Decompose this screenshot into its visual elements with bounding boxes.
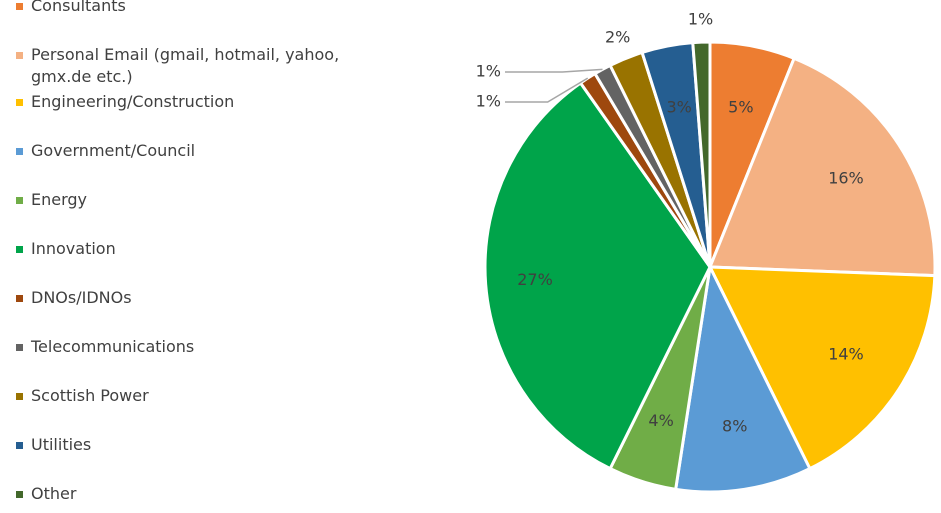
slice-data-label: 1% xyxy=(688,10,713,29)
slice-data-label: 14% xyxy=(828,345,864,364)
legend-item: Personal Email (gmail, hotmail, yahoo, g… xyxy=(16,44,376,88)
slice-data-label: 27% xyxy=(517,270,553,289)
legend-label: Energy xyxy=(31,190,88,209)
slice-data-label: 2% xyxy=(605,27,630,46)
legend-label: Scottish Power xyxy=(31,386,149,405)
legend-label: Other xyxy=(31,484,77,503)
legend-item: Scottish Power xyxy=(16,385,376,407)
leader-line xyxy=(505,77,589,103)
legend-item: Consultants xyxy=(16,0,376,17)
legend-swatch xyxy=(16,295,23,302)
slice-data-label: 1% xyxy=(476,92,501,111)
legend-item: Utilities xyxy=(16,434,376,456)
legend-item: Engineering/Construction xyxy=(16,91,376,113)
pie-slice xyxy=(707,56,937,278)
legend-swatch xyxy=(16,246,23,253)
leader-line xyxy=(505,68,603,73)
pie-slice xyxy=(691,40,712,268)
legend-label: Innovation xyxy=(31,239,116,258)
slice-data-label: 3% xyxy=(666,97,691,116)
legend-item: Other xyxy=(16,483,376,505)
legend-label: DNOs/IDNOs xyxy=(31,288,132,307)
legend-label: Telecommunications xyxy=(31,337,195,356)
slice-data-label: 5% xyxy=(728,97,753,116)
legend-item: Government/Council xyxy=(16,140,376,162)
chart-legend: Consultants Personal Email (gmail, hotmai… xyxy=(0,0,380,513)
slice-data-label: 1% xyxy=(476,62,501,81)
legend-swatch xyxy=(16,491,23,498)
legend-item: Energy xyxy=(16,189,376,211)
pie-slice xyxy=(673,262,812,494)
legend-swatch xyxy=(16,148,23,155)
legend-label: Engineering/Construction xyxy=(31,92,235,111)
pie-slice xyxy=(483,80,712,471)
legend-swatch xyxy=(16,52,23,59)
slice-data-label: 8% xyxy=(722,417,747,436)
legend-swatch xyxy=(16,393,23,400)
legend-label: Consultants xyxy=(31,0,126,15)
legend-swatch xyxy=(16,3,23,10)
pie-slice xyxy=(707,265,937,471)
legend-label: Personal Email (gmail, hotmail, yahoo, g… xyxy=(31,45,340,86)
legend-swatch xyxy=(16,99,23,106)
legend-label: Government/Council xyxy=(31,141,196,160)
slice-data-label: 4% xyxy=(648,411,673,430)
legend-swatch xyxy=(16,442,23,449)
legend-swatch xyxy=(16,197,23,204)
legend-swatch xyxy=(16,344,23,351)
legend-item: DNOs/IDNOs xyxy=(16,287,376,309)
slice-data-label: 16% xyxy=(828,168,864,187)
legend-label: Utilities xyxy=(31,435,92,454)
legend-item: Telecommunications xyxy=(16,336,376,358)
legend-item: Innovation xyxy=(16,238,376,260)
